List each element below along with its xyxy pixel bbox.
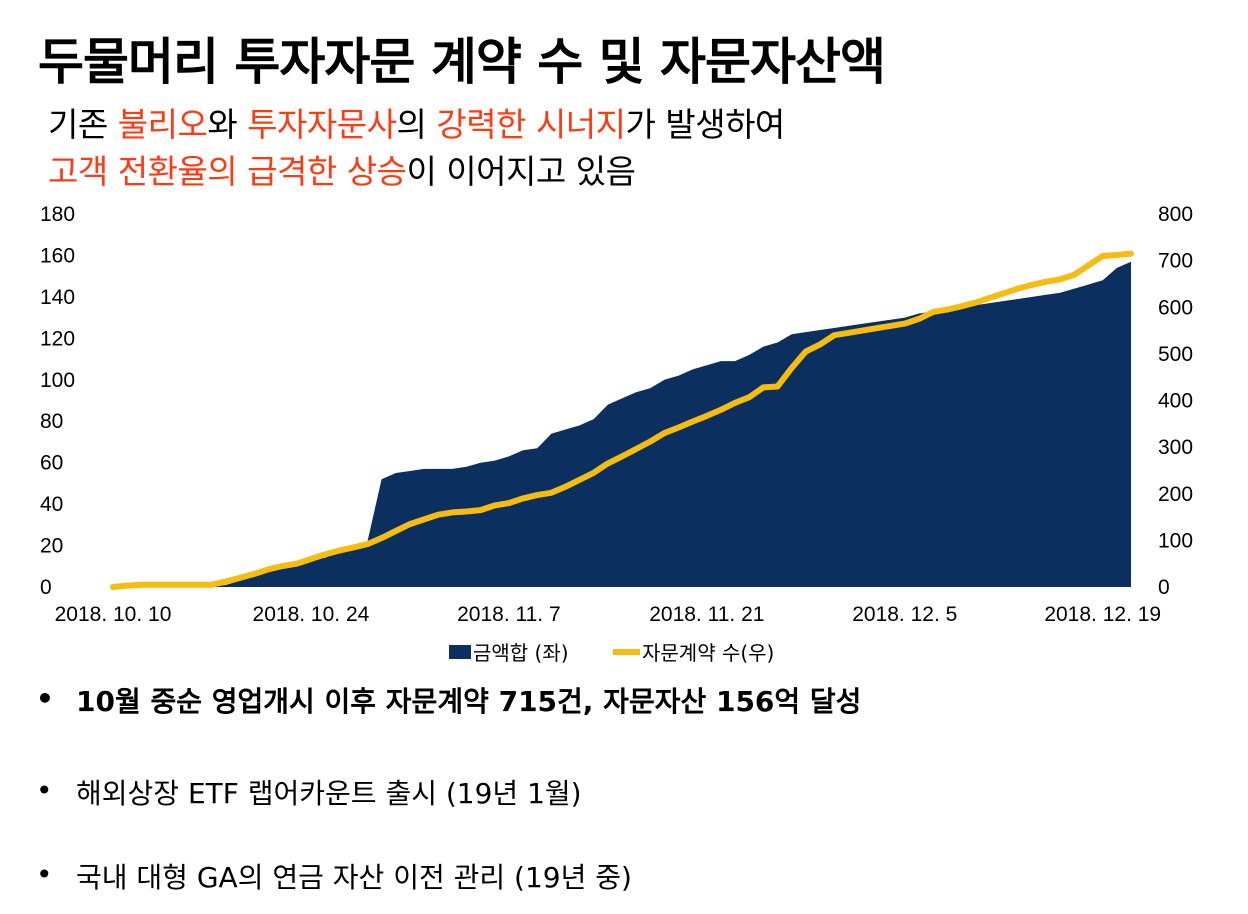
y-right-tick-label: 0 (1158, 576, 1170, 599)
y-axis-right: 0 100 200 300 400 500 600 700 800 (1158, 203, 1193, 599)
bullet-marker: • (36, 682, 54, 715)
y-right-tick-label: 600 (1158, 296, 1193, 319)
bullet-text: 국내 대형 GA의 연금 자산 이전 관리 (19년 중) (76, 861, 632, 894)
bullet-marker: • (36, 774, 53, 807)
y-left-tick-label: 20 (40, 535, 63, 558)
legend-swatch-area (449, 645, 471, 659)
subtitle-text: 의 (396, 105, 437, 144)
y-left-tick-label: 120 (40, 327, 75, 350)
line-series (110, 250, 1134, 590)
y-left-tick-label: 160 (40, 244, 75, 267)
bullet-text: 해외상장 ETF 랩어카운트 출시 (19년 1월) (76, 777, 582, 810)
subtitle-text: 이 이어지고 있음 (406, 152, 636, 191)
subtitle-line-1: 기존 불리오와 투자자문사의 강력한 시너지가 발생하여 (48, 98, 785, 146)
y-left-tick-label: 100 (40, 369, 75, 392)
area-series (113, 261, 1131, 587)
subtitle-line-2: 고객 전환율의 급격한 상승이 이어지고 있음 (48, 145, 636, 193)
y-right-tick-label: 100 (1158, 529, 1193, 552)
y-left-tick-label: 60 (40, 452, 63, 475)
y-right-tick-label: 300 (1158, 436, 1193, 459)
y-right-tick-label: 700 (1158, 250, 1193, 273)
x-tick-label: 2018. 10. 24 (253, 603, 370, 626)
subtitle-highlight: 고객 전환율의 급격한 상승 (48, 152, 407, 191)
subtitle-text: 기존 (48, 105, 118, 144)
y-left-tick-label: 80 (40, 410, 63, 433)
page-title: 두물머리 투자자문 계약 수 및 자문자산액 (38, 33, 886, 91)
subtitle-text: 와 (207, 105, 248, 144)
y-left-tick-label: 140 (40, 286, 75, 309)
line-contract-count (110, 250, 1134, 590)
y-right-tick-label: 200 (1158, 483, 1193, 506)
x-tick-label: 2018. 10. 10 (55, 603, 172, 626)
subtitle-text: 가 발생하여 (625, 105, 786, 144)
x-tick-label: 2018. 12. 5 (852, 603, 957, 626)
area-line-chart: 0 20 40 60 80 100 120 140 160 180 0 100 200 300 400 50… (40, 203, 1193, 665)
y-left-tick-label: 0 (40, 576, 52, 599)
y-right-tick-label: 800 (1158, 203, 1193, 226)
x-tick-label: 2018. 11. 21 (649, 603, 764, 626)
legend: 금액합 (좌) 자문계약 수(우) (449, 641, 774, 665)
subtitle-highlight: 강력한 시너지 (436, 105, 626, 144)
y-left-tick-label: 40 (40, 493, 63, 516)
subtitle-highlight: 불리오 (117, 105, 208, 144)
y-right-tick-label: 400 (1158, 390, 1193, 413)
x-tick-label: 2018. 12. 19 (1044, 603, 1161, 626)
subtitle-highlight: 투자자문사 (247, 105, 397, 144)
bullet-text: 10월 중순 영업개시 이후 자문계약 715건, 자문자산 156억 달성 (76, 685, 862, 718)
bullet-marker: • (36, 858, 53, 891)
x-tick-label: 2018. 11. 7 (457, 603, 561, 626)
y-left-tick-label: 180 (40, 203, 75, 226)
legend-label-line: 자문계약 수(우) (642, 641, 774, 665)
y-axis-left: 0 20 40 60 80 100 120 140 160 180 (40, 203, 75, 599)
x-axis: 2018. 10. 10 2018. 10. 24 2018. 11. 7 2018.… (55, 603, 1162, 626)
area-fill-amount (113, 261, 1131, 587)
legend-label-area: 금액합 (좌) (473, 641, 569, 665)
y-right-tick-label: 500 (1158, 343, 1193, 366)
